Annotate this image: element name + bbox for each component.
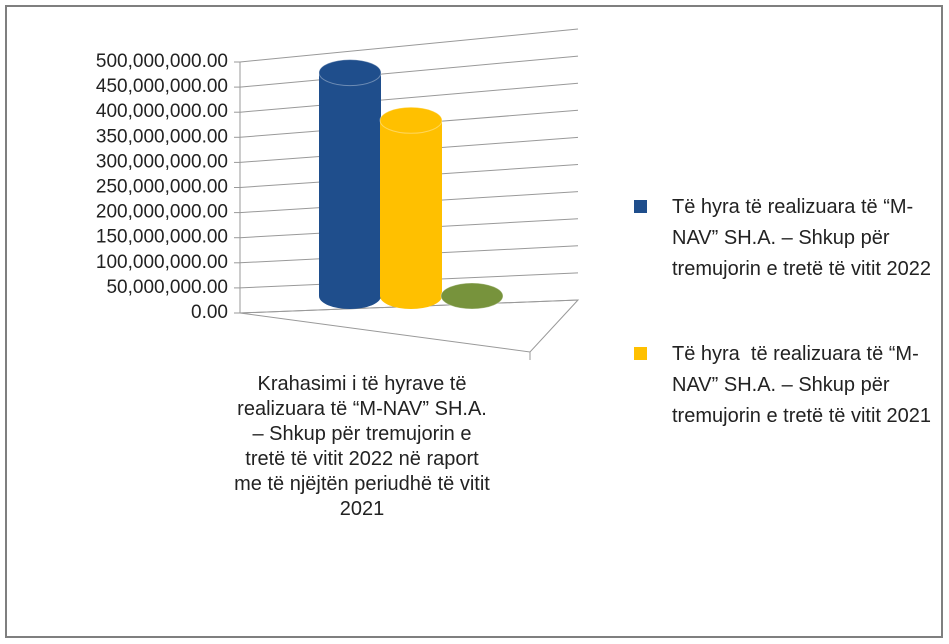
grid-line xyxy=(239,82,579,113)
legend-swatch xyxy=(634,200,647,213)
y-tick-label: 300,000,000.00 xyxy=(96,151,228,172)
y-tick-label: 150,000,000.00 xyxy=(96,227,228,248)
grid-line xyxy=(239,28,579,63)
y-tick-label: 500,000,000.00 xyxy=(96,51,228,72)
bar-cap xyxy=(379,106,443,134)
bar xyxy=(319,72,381,296)
y-tick-label: 350,000,000.00 xyxy=(96,126,228,147)
chart-title: Krahasimi i të hyrave të realizuara të “… xyxy=(234,373,490,520)
bar-cap xyxy=(440,282,504,310)
y-tick-label: 50,000,000.00 xyxy=(106,277,228,298)
y-tick-label: 400,000,000.00 xyxy=(96,101,228,122)
legend-swatch xyxy=(634,347,647,360)
legend-label: Të hyra të realizuara të “M-NAV” SH.A. –… xyxy=(672,196,932,280)
legend-label: Të hyra të realizuara të “M-NAV” SH.A. –… xyxy=(672,343,932,427)
bar xyxy=(380,120,442,296)
grid-line xyxy=(239,55,579,88)
y-tick-label: 250,000,000.00 xyxy=(96,177,228,198)
y-tick-label: 0.00 xyxy=(191,302,228,323)
bar-cap xyxy=(318,59,382,87)
y-tick-label: 450,000,000.00 xyxy=(96,76,228,97)
y-tick-label: 100,000,000.00 xyxy=(96,252,228,273)
y-tick-label: 200,000,000.00 xyxy=(96,202,228,223)
